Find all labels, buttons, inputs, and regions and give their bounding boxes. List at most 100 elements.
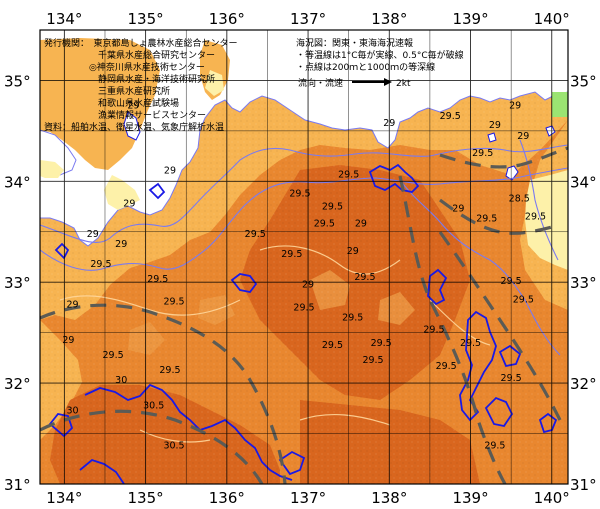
legend-current-label: 流向・流速 bbox=[298, 77, 343, 89]
lat-ticks-left: 35° 34° 33° 32° 31° bbox=[4, 72, 31, 494]
lon-tick-label: 135° bbox=[128, 489, 164, 507]
lat-tick-label: 35° bbox=[4, 72, 31, 90]
isotherm-value-label: 29 bbox=[517, 131, 529, 142]
lon-tick-label: 138° bbox=[371, 10, 407, 28]
lat-tick-label: 35° bbox=[570, 72, 597, 90]
isotherm-half-degree bbox=[59, 245, 491, 443]
lat-tick-label: 32° bbox=[4, 375, 31, 393]
isotherm-value-label: 29 bbox=[452, 204, 464, 215]
lon-tick-label: 138° bbox=[371, 489, 407, 507]
lon-tick-label: 140° bbox=[534, 10, 570, 28]
info-line-4: 静岡県水産・海洋技術研究所 bbox=[44, 73, 215, 85]
legend-title: 海況図：関東・東海海況速報 bbox=[296, 37, 413, 49]
lon-tick-label: 134° bbox=[46, 10, 82, 28]
isotherm-value-label: 29.5 bbox=[322, 202, 343, 213]
lat-tick-label: 31° bbox=[570, 476, 597, 494]
isotherm-value-label: 29 bbox=[127, 101, 139, 112]
isotherm-30 bbox=[48, 163, 558, 484]
lat-tick-label: 34° bbox=[570, 173, 597, 191]
isotherm-value-label: 29 bbox=[355, 219, 367, 230]
isotherm-value-label: 29.5 bbox=[147, 274, 168, 285]
isotherm-value-label: 29 bbox=[489, 120, 501, 131]
shore-pale-west bbox=[104, 175, 140, 210]
info-line-7: 漁業情報サービスセンター bbox=[44, 109, 206, 121]
lon-ticks-top: 134° 135° 136° 137° 138° 139° 140° bbox=[46, 10, 570, 28]
isotherm-value-label: 29 bbox=[62, 335, 74, 346]
info-line-5: 三重県水産研究所 bbox=[44, 85, 170, 97]
lon-tick-label: 136° bbox=[209, 10, 245, 28]
isotherm-value-label: 29.5 bbox=[472, 148, 493, 159]
info-line-1: 発行機関： 東京都島しょ農林水産総合センター bbox=[44, 37, 238, 49]
legend-arrow-head bbox=[384, 78, 392, 86]
shore-pale-ise bbox=[205, 70, 224, 96]
shore-pale-east bbox=[525, 170, 568, 270]
isotherm-value-label: 29.5 bbox=[159, 365, 180, 376]
info-line-2: 千葉県水産総合研究センター bbox=[44, 49, 215, 61]
map-frame bbox=[39, 29, 569, 485]
isotherm-value-label: 29.5 bbox=[436, 361, 457, 372]
isotherm-value-label: 30 bbox=[115, 375, 127, 386]
isotherm-value-label: 28.5 bbox=[509, 194, 530, 205]
isotherm-value-label: 29 bbox=[509, 101, 521, 112]
info-line-6: 和歌山県水産試験場 bbox=[44, 97, 179, 109]
isotherm-value-label: 29.5 bbox=[423, 325, 444, 336]
lat-lon-grid bbox=[40, 29, 568, 484]
land-izu-small-1 bbox=[487, 132, 497, 143]
isotherm-value-label: 29.5 bbox=[163, 296, 184, 307]
isotherm-value-label: 29.5 bbox=[103, 350, 124, 361]
isotherm-value-label: 29.5 bbox=[513, 294, 534, 305]
isotherm-value-label: 30.5 bbox=[163, 441, 184, 452]
lat-tick-label: 33° bbox=[4, 274, 31, 292]
isobaths bbox=[40, 139, 568, 356]
land-izu-oshima bbox=[505, 165, 519, 181]
shore-pale-shikoku bbox=[40, 160, 64, 178]
info-line-8: 資料：船舶水温、衛星水温、気象庁解析水温 bbox=[44, 121, 224, 133]
isotherm-value-label: 29.5 bbox=[314, 219, 335, 230]
lon-ticks-bottom: 134° 135° 136° 137° 138° 139° 140° bbox=[46, 489, 570, 507]
isotherm-value-label: 29.5 bbox=[293, 302, 314, 313]
isotherm-value-label: 29.5 bbox=[90, 259, 111, 270]
lon-tick-label: 139° bbox=[452, 10, 488, 28]
isotherm-value-label: 29 bbox=[87, 229, 99, 240]
isotherm-value-label: 29.5 bbox=[362, 355, 383, 366]
lat-tick-label: 33° bbox=[570, 274, 597, 292]
current-dashed-lines bbox=[40, 146, 568, 484]
land-honshu bbox=[40, 30, 568, 247]
lon-tick-label: 137° bbox=[290, 10, 326, 28]
isotherm-value-label: 29.5 bbox=[322, 340, 343, 351]
info-publishers: 発行機関： 東京都島しょ農林水産総合センター 千葉県水産総合研究センター ◎神奈… bbox=[44, 37, 238, 133]
isotherm-value-label: 30 bbox=[66, 405, 78, 416]
shore-green-corner bbox=[552, 92, 568, 117]
isotherm-value-label: 29.5 bbox=[371, 338, 392, 349]
lon-tick-label: 136° bbox=[209, 489, 245, 507]
legend-isobath-note: ・点線は200ｍと1000ｍの等深線 bbox=[296, 61, 435, 73]
isotherm-value-label: 29.5 bbox=[476, 214, 497, 225]
lat-ticks-right: 35° 34° 33° 32° 31° bbox=[570, 72, 597, 494]
isotherm-value-label: 29.5 bbox=[354, 272, 375, 283]
isotherm-value-label: 29.5 bbox=[440, 111, 461, 122]
lat-tick-label: 34° bbox=[4, 173, 31, 191]
legend-speed: 2kt bbox=[396, 79, 411, 89]
info-legend: 海況図：関東・東海海況速報 ・等温線は1°C毎が実線、0.5°C毎が破線 ・点線… bbox=[296, 37, 464, 89]
lon-tick-label: 137° bbox=[290, 489, 326, 507]
info-line-3: ◎神奈川県水産技術センター bbox=[44, 61, 205, 73]
isotherm-value-label: 29 bbox=[164, 165, 176, 176]
isotherm-value-label: 29.5 bbox=[342, 313, 363, 324]
isotherm-value-label: 29.5 bbox=[289, 188, 310, 199]
isotherm-value-label: 29 bbox=[123, 199, 135, 210]
lon-tick-label: 135° bbox=[128, 10, 164, 28]
lat-tick-label: 31° bbox=[4, 476, 31, 494]
isotherm-value-label: 29 bbox=[66, 299, 78, 310]
lon-tick-label: 139° bbox=[452, 489, 488, 507]
legend-isotherm-note: ・等温線は1°C毎が実線、0.5°C毎が破線 bbox=[296, 49, 464, 61]
lon-tick-label: 134° bbox=[46, 489, 82, 507]
land-awaji bbox=[123, 111, 141, 141]
isotherm-value-label: 29.5 bbox=[245, 229, 266, 240]
isotherm-value-label: 29 bbox=[347, 246, 359, 257]
isotherm-value-label: 29.5 bbox=[484, 441, 505, 452]
isotherm-value-label: 29.5 bbox=[525, 212, 546, 223]
lon-tick-label: 140° bbox=[534, 489, 570, 507]
isotherm-value-label: 29.5 bbox=[281, 249, 302, 260]
isotherm-value-label: 29 bbox=[115, 239, 127, 250]
